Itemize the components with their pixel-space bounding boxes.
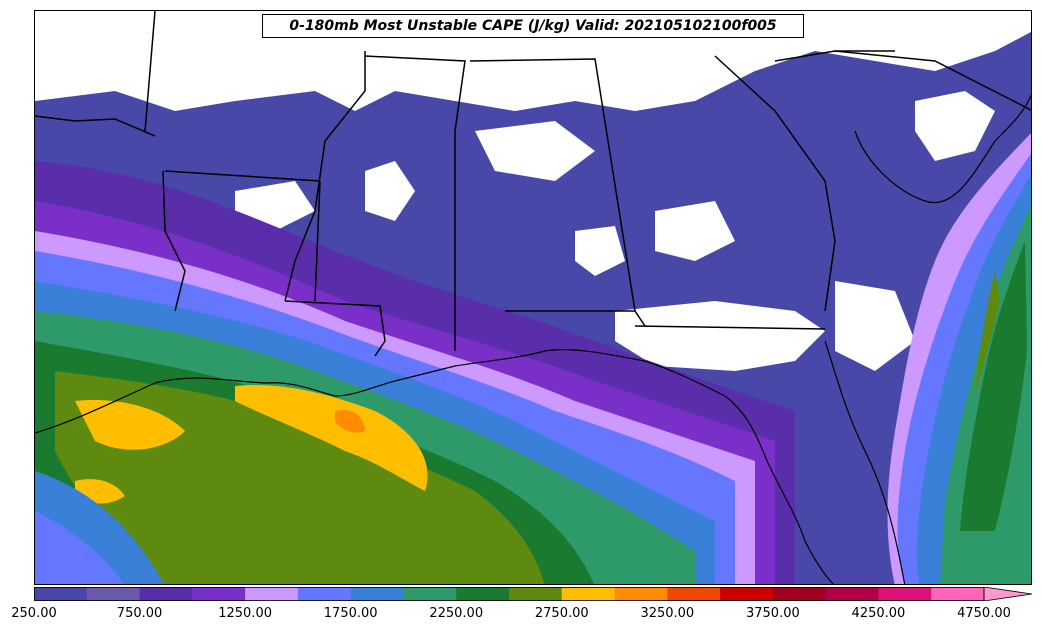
colorbar-tick-label: 1250.00: [218, 606, 272, 621]
cape-field: [35, 11, 1031, 584]
colorbar-tick-label: 4750.00: [957, 606, 1011, 621]
cape-map: [34, 10, 1032, 585]
colorbar-segment: [192, 587, 246, 601]
colorbar-tick-label: 2750.00: [534, 606, 589, 621]
colorbar-segment: [34, 587, 88, 601]
colorbar-segment: [878, 587, 932, 601]
colorbar-segment: [720, 587, 774, 601]
colorbar-segment: [561, 587, 616, 601]
colorbar-segment: [403, 587, 457, 601]
colorbar-tick-label: 3750.00: [745, 606, 800, 621]
colorbar-segment: [667, 587, 721, 601]
colorbar-segment: [825, 587, 879, 601]
colorbar-segment: [350, 587, 404, 601]
colorbar-tick-label: 4250.00: [851, 606, 906, 621]
map-title-box: 0-180mb Most Unstable CAPE (J/kg) Valid:…: [262, 14, 804, 38]
colorbar: [34, 587, 1033, 601]
colorbar-tick-label: 3250.00: [640, 606, 695, 621]
colorbar-segment: [772, 587, 827, 601]
colorbar-segment: [456, 587, 510, 601]
colorbar-segment: [614, 587, 668, 601]
colorbar-segment: [86, 587, 141, 601]
colorbar-segment: [297, 587, 352, 601]
map-title: 0-180mb Most Unstable CAPE (J/kg) Valid:…: [289, 18, 777, 34]
colorbar-tick-label: 1750.00: [323, 606, 378, 621]
colorbar-tick-label: 250.00: [11, 606, 57, 621]
colorbar-extend-arrow: [983, 587, 1033, 601]
colorbar-segment: [245, 587, 299, 601]
colorbar-segment: [139, 587, 193, 601]
colorbar-tick-label: 750.00: [116, 606, 163, 621]
colorbar-outline: [34, 587, 985, 601]
colorbar-segment: [509, 587, 563, 601]
colorbar-segment: [931, 587, 985, 601]
colorbar-tick-label: 2250.00: [429, 606, 484, 621]
